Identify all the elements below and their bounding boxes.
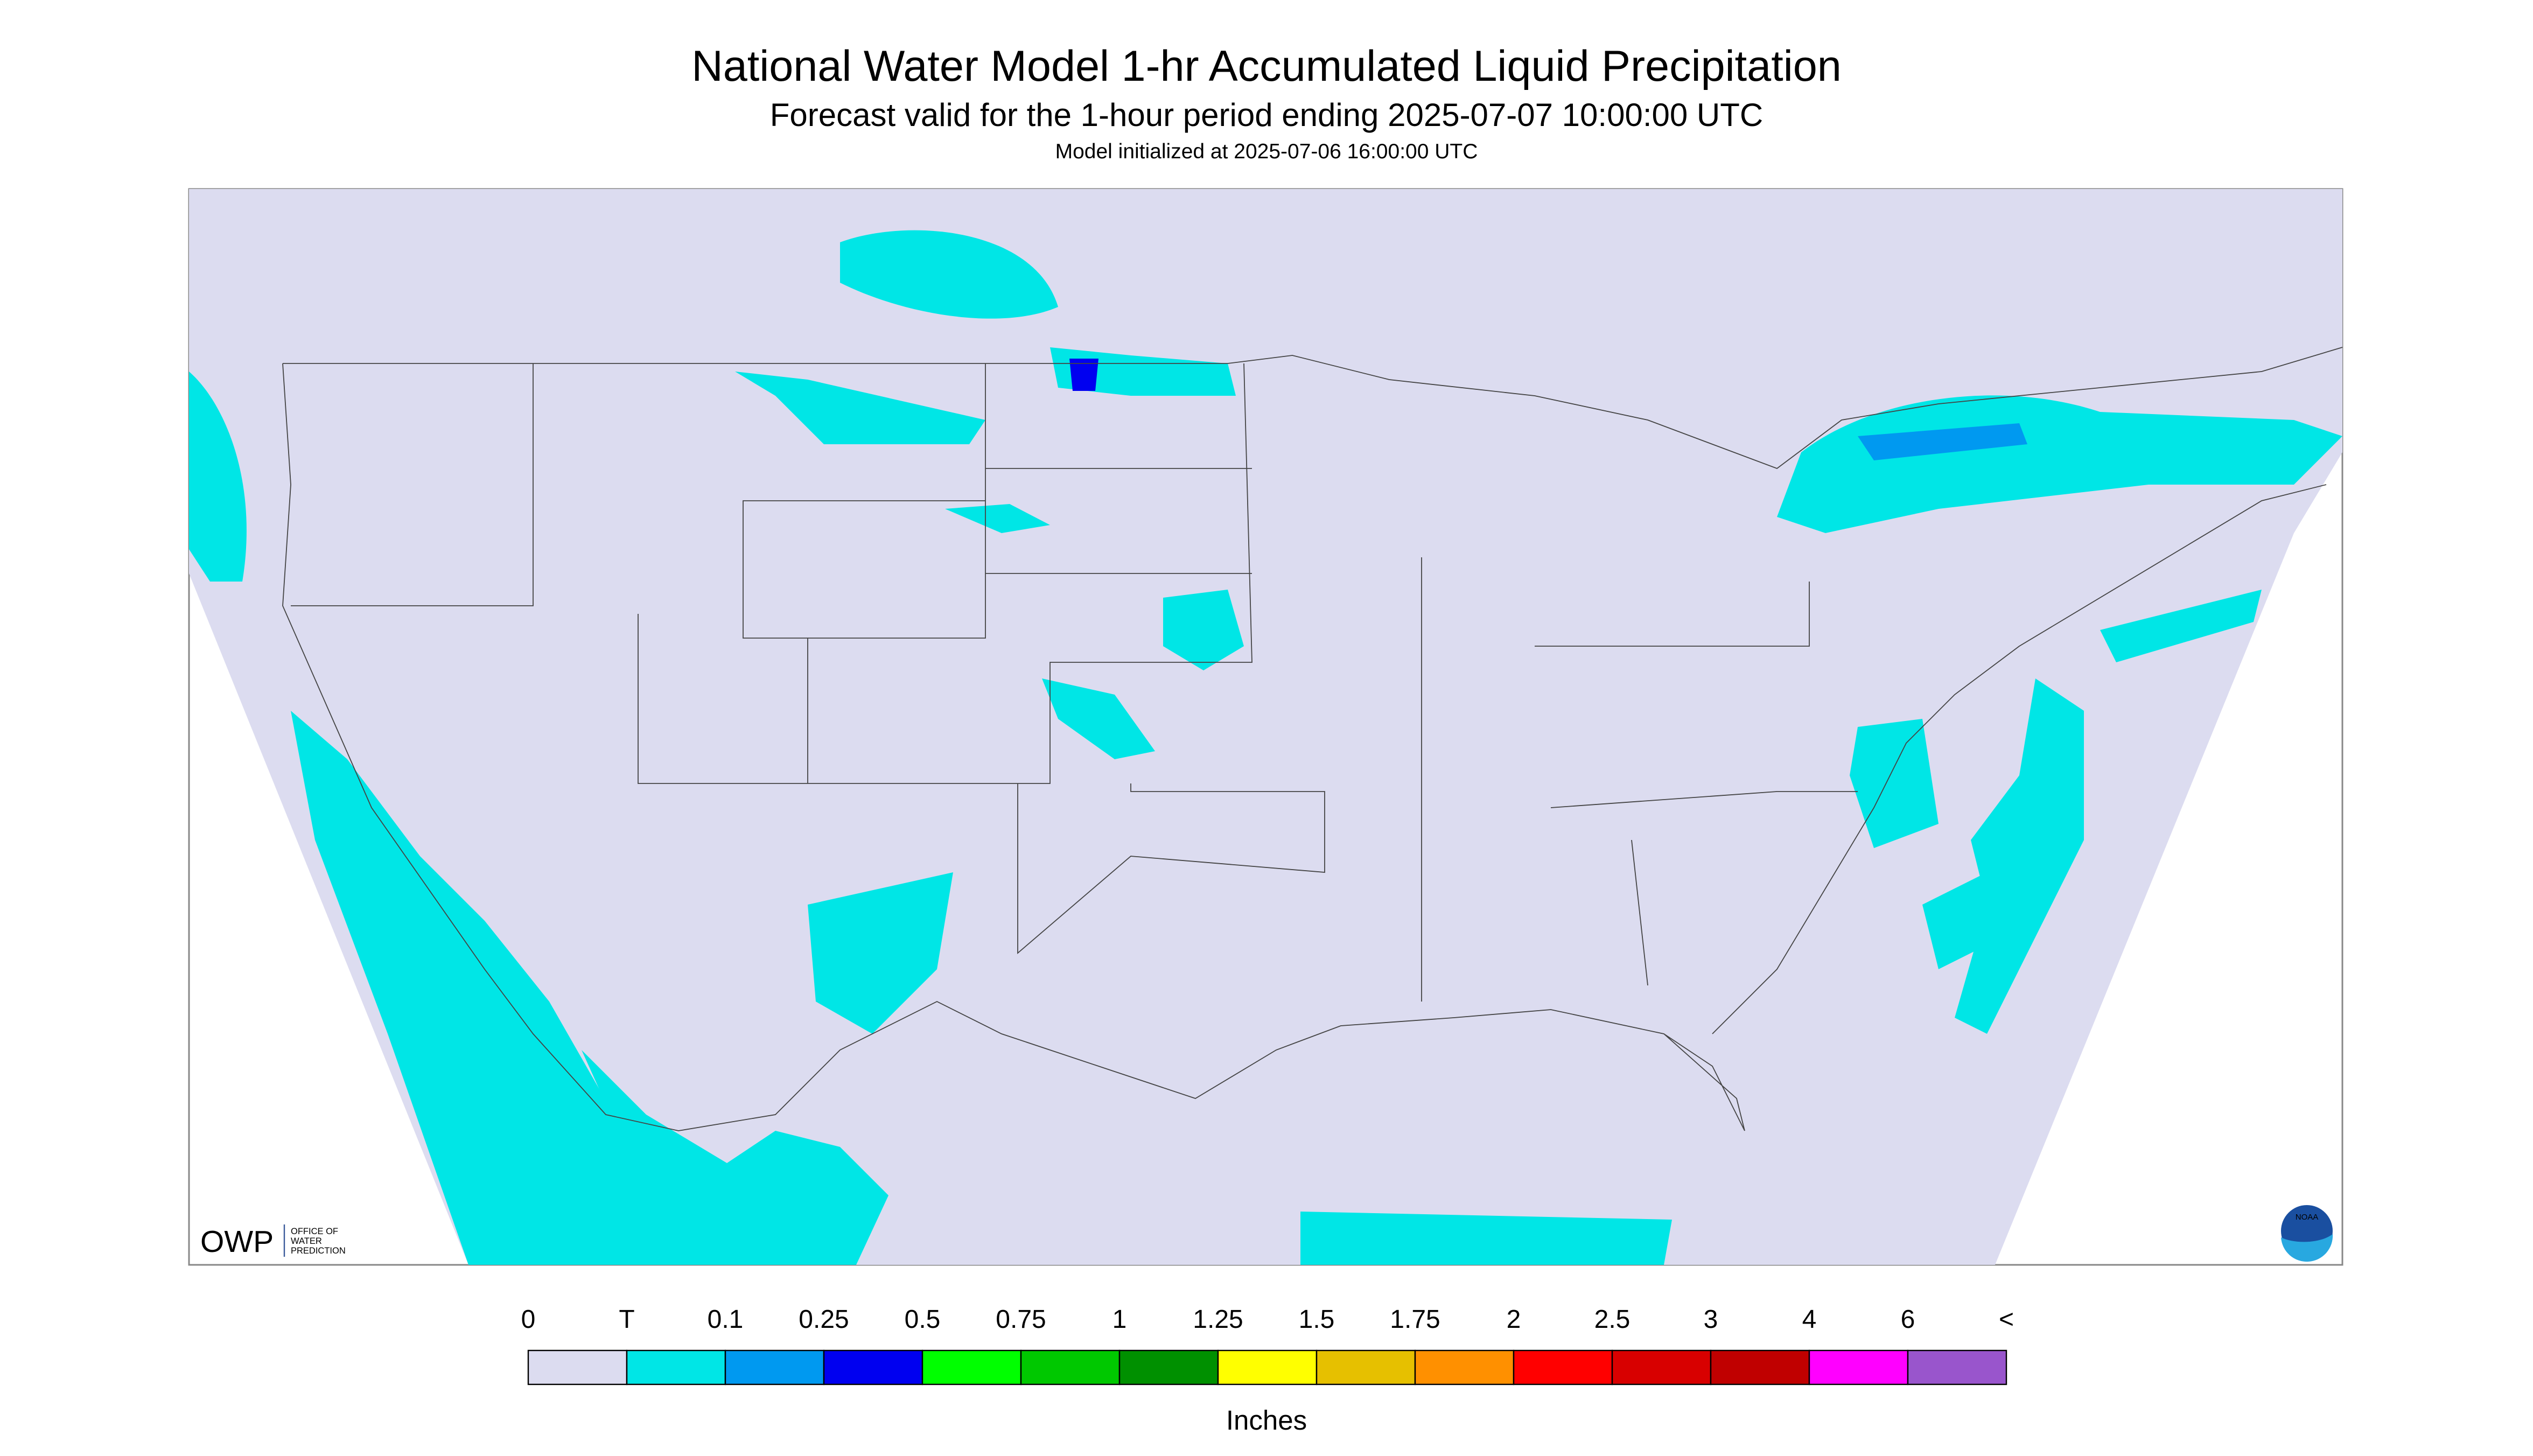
legend-swatch bbox=[823, 1349, 923, 1385]
legend-label: T bbox=[619, 1305, 634, 1334]
legend-swatch bbox=[1118, 1349, 1219, 1385]
legend-label: 0 bbox=[521, 1305, 536, 1334]
legend-swatch bbox=[1316, 1349, 1416, 1385]
map bbox=[188, 188, 2343, 1266]
legend-label: 2.5 bbox=[1594, 1305, 1631, 1334]
noaa-logo: NOAA bbox=[2281, 1205, 2333, 1262]
legend-label: 3 bbox=[1704, 1305, 1718, 1334]
legend-swatch bbox=[626, 1349, 726, 1385]
owp-logo: OWP OFFICE OF WATER PREDICTION bbox=[200, 1224, 346, 1259]
owp-text: PREDICTION bbox=[291, 1246, 346, 1256]
legend-label: 1.5 bbox=[1299, 1305, 1335, 1334]
legend-swatch bbox=[724, 1349, 825, 1385]
legend-label: 6 bbox=[1901, 1305, 1915, 1334]
legend-swatch bbox=[527, 1349, 628, 1385]
legend-label: < bbox=[1999, 1305, 2014, 1334]
legend-label: 1.25 bbox=[1193, 1305, 1243, 1334]
legend-swatch bbox=[1217, 1349, 1318, 1385]
noaa-text: NOAA bbox=[2296, 1213, 2319, 1222]
legend-swatch bbox=[1020, 1349, 1121, 1385]
legend-swatch bbox=[921, 1349, 1022, 1385]
legend-label: 1.75 bbox=[1390, 1305, 1440, 1334]
legend-label: 4 bbox=[1802, 1305, 1817, 1334]
legend-swatch bbox=[1611, 1349, 1712, 1385]
subtitle: Forecast valid for the 1-hour period end… bbox=[770, 97, 1763, 133]
legend: 0 T 0.1 0.25 0.5 0.75 1 1.25 1.5 1.75 2 2.5 3 4 6 < bbox=[521, 1305, 2014, 1385]
boundaries bbox=[282, 347, 2343, 1131]
legend-label: 0.5 bbox=[905, 1305, 941, 1334]
legend-label: 0.75 bbox=[996, 1305, 1046, 1334]
owp-text: OFFICE OF bbox=[291, 1227, 338, 1236]
precip-areas bbox=[189, 230, 2342, 1265]
legend-label: 1 bbox=[1112, 1305, 1127, 1334]
legend-swatch bbox=[1907, 1349, 2007, 1385]
title: National Water Model 1-hr Accumulated Li… bbox=[691, 42, 1842, 90]
owp-mark: OWP bbox=[200, 1224, 274, 1259]
legend-swatch bbox=[1414, 1349, 1515, 1385]
legend-swatch bbox=[1513, 1349, 1613, 1385]
owp-text: WATER bbox=[291, 1236, 322, 1246]
legend-swatch bbox=[1808, 1349, 1909, 1385]
legend-label: 2 bbox=[1507, 1305, 1521, 1334]
legend-swatch bbox=[1710, 1349, 1810, 1385]
init-note: Model initialized at 2025-07-06 16:00:00… bbox=[1055, 140, 1478, 163]
legend-label: 0.25 bbox=[799, 1305, 849, 1334]
legend-unit: Inches bbox=[1226, 1405, 1307, 1436]
legend-label: 0.1 bbox=[708, 1305, 744, 1334]
